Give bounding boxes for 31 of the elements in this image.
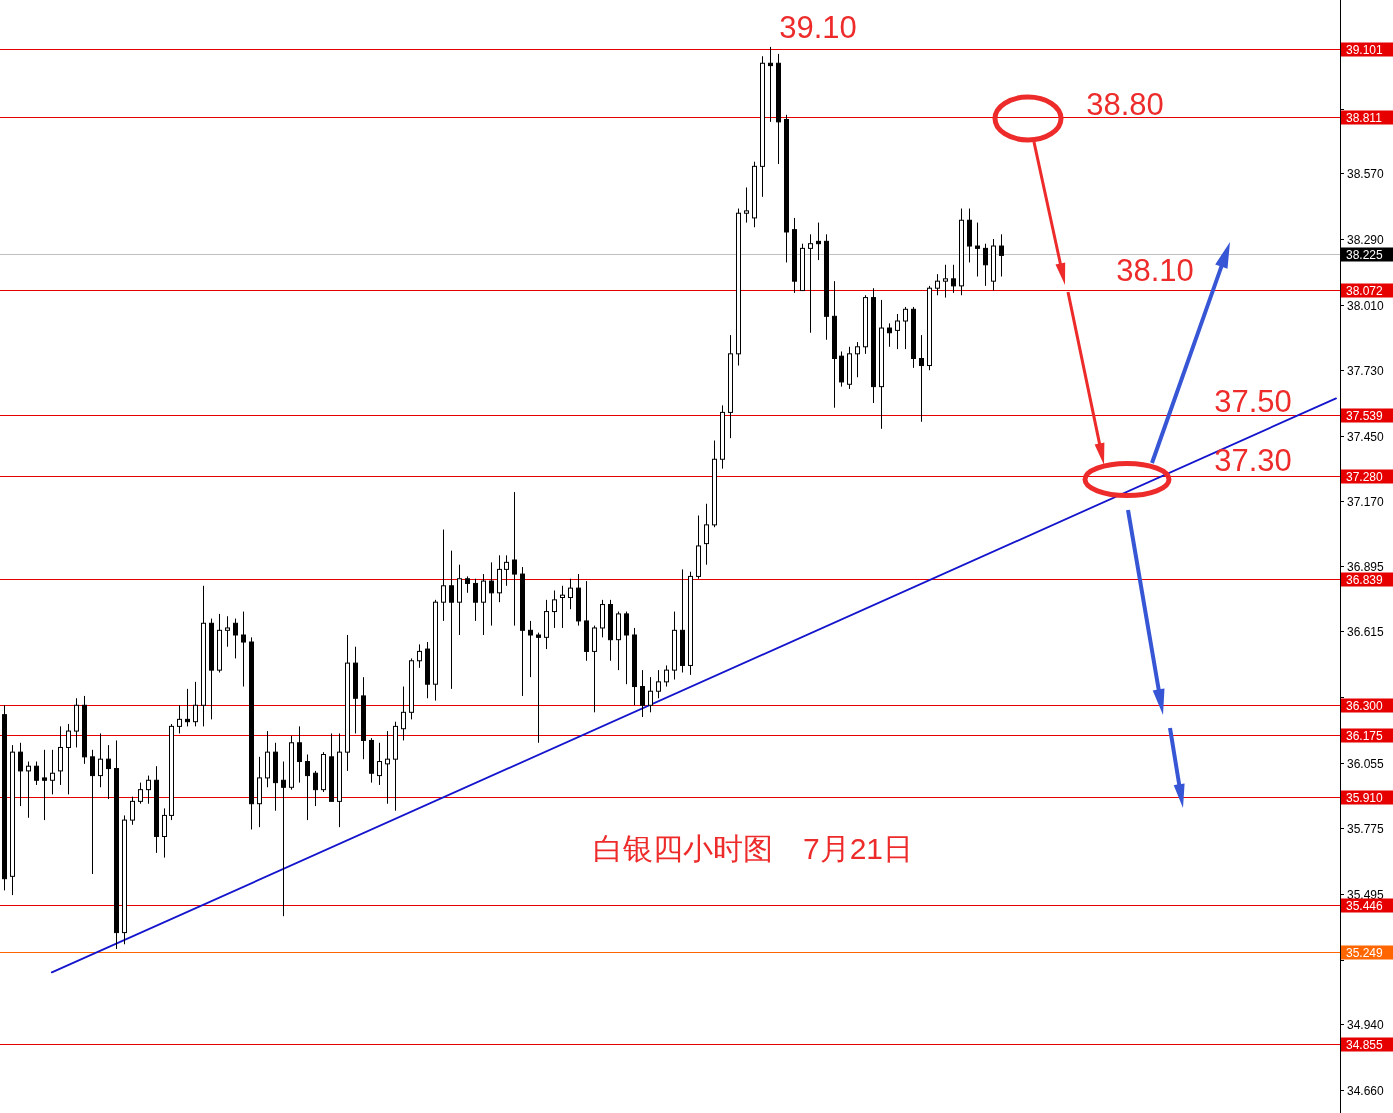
y-tick-label: 37.170 (1347, 494, 1384, 509)
y-tick-label: 34.940 (1347, 1017, 1384, 1032)
ref-line-label: 38.225 (1346, 247, 1384, 262)
y-tick-label: 37.730 (1347, 363, 1384, 378)
ref-line-label: 36.175 (1346, 728, 1384, 743)
y-tick-label: 36.615 (1347, 624, 1384, 639)
y-tick-label: 34.660 (1347, 1083, 1384, 1098)
y-tick-label: 38.290 (1347, 232, 1384, 247)
ref-line-label: 36.839 (1346, 572, 1384, 587)
y-tick-label: 36.895 (1347, 559, 1384, 574)
ref-line-label: 36.300 (1346, 698, 1384, 713)
ref-line-label: 34.855 (1346, 1037, 1384, 1052)
annotation: 39.10 (779, 9, 857, 45)
y-tick-label: 36.055 (1347, 756, 1384, 771)
annotation: 38.10 (1116, 252, 1194, 288)
ref-line-label: 37.280 (1346, 469, 1384, 484)
ref-line-label: 35.910 (1346, 790, 1384, 805)
ref-line-label: 38.811 (1346, 110, 1383, 125)
y-tick-label: 35.775 (1347, 821, 1384, 836)
ref-label: 35.446 (1341, 898, 1393, 913)
ref-line-label: 39.101 (1346, 42, 1384, 57)
annotation: 白银四小时图 7月21日 (592, 831, 914, 865)
ref-line-label: 35.249 (1346, 945, 1384, 960)
y-tick-label: 38.570 (1347, 166, 1384, 181)
annotation: 37.50 (1214, 383, 1292, 419)
annotation: 37.30 (1214, 442, 1292, 478)
annotation: 38.80 (1086, 86, 1164, 122)
y-tick-label: 38.010 (1347, 298, 1384, 313)
ref-line-label: 38.072 (1346, 283, 1384, 298)
y-tick-label: 37.450 (1347, 429, 1384, 444)
ref-line-label: 37.539 (1346, 408, 1384, 423)
